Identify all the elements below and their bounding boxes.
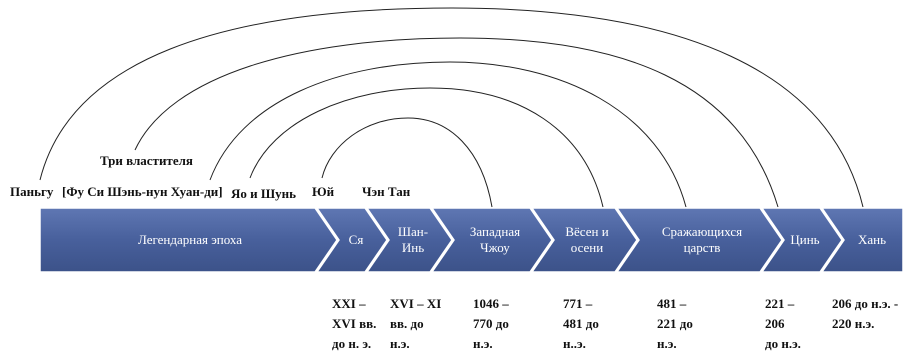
date-han: 206 до н.э. - 220 н.э. — [832, 296, 899, 331]
segment-western-zhou — [430, 207, 553, 273]
arc-pangu-han — [39, 7, 864, 208]
segment-shang — [365, 207, 453, 273]
date-warring-states: 481 – 221 до н.э. — [657, 296, 693, 351]
arc-yaoshun-spring — [249, 87, 604, 208]
label-pangu: Паньгу — [10, 184, 54, 199]
period-label-legendary: Легендарная эпоха — [137, 232, 243, 247]
date-xia: XXI – XVI вв. до н. э. — [332, 296, 377, 351]
arc-yu-west-zhou — [321, 117, 493, 208]
date-shang: XVI – XI вв. до н.э. — [390, 296, 442, 351]
period-band — [39, 207, 903, 273]
segment-xia — [315, 207, 388, 273]
period-label-han: Хань — [857, 232, 887, 247]
period-label-western-zhou: Западная Чжоу — [469, 224, 521, 255]
arc-three-sovereigns-qin — [134, 37, 779, 208]
label-yu: Юй — [312, 184, 335, 199]
segment-spring-autumn — [530, 207, 638, 273]
arc-fuxi-warring — [209, 61, 687, 208]
period-label-spring-autumn: Вёсен и осени — [565, 224, 609, 255]
label-fu-xi-group: [Фу Си Шэнь-нун Хуан-ди] — [62, 184, 223, 199]
label-yao-shun: Яо и Шунь — [231, 186, 297, 201]
period-label-xia: Ся — [348, 232, 364, 247]
segment-warring-states — [615, 207, 783, 273]
date-spring-autumn: 771 – 481 до н..э. — [563, 296, 599, 351]
period-label-warring-states: Сражающихся царств — [661, 224, 743, 255]
label-three-sovereigns: Три властителя — [100, 153, 193, 168]
segment-qin — [760, 207, 843, 273]
period-label-shang: Шан- Инь — [397, 224, 429, 255]
period-label-qin: Цинь — [790, 232, 820, 247]
segment-legendary — [39, 207, 338, 273]
date-western-zhou: 1046 – 770 до н.э. — [473, 296, 509, 351]
label-cheng-tang: Чэн Тан — [362, 184, 411, 199]
segment-han — [820, 207, 903, 273]
date-qin: 221 – 206 до н.э. — [765, 296, 801, 351]
